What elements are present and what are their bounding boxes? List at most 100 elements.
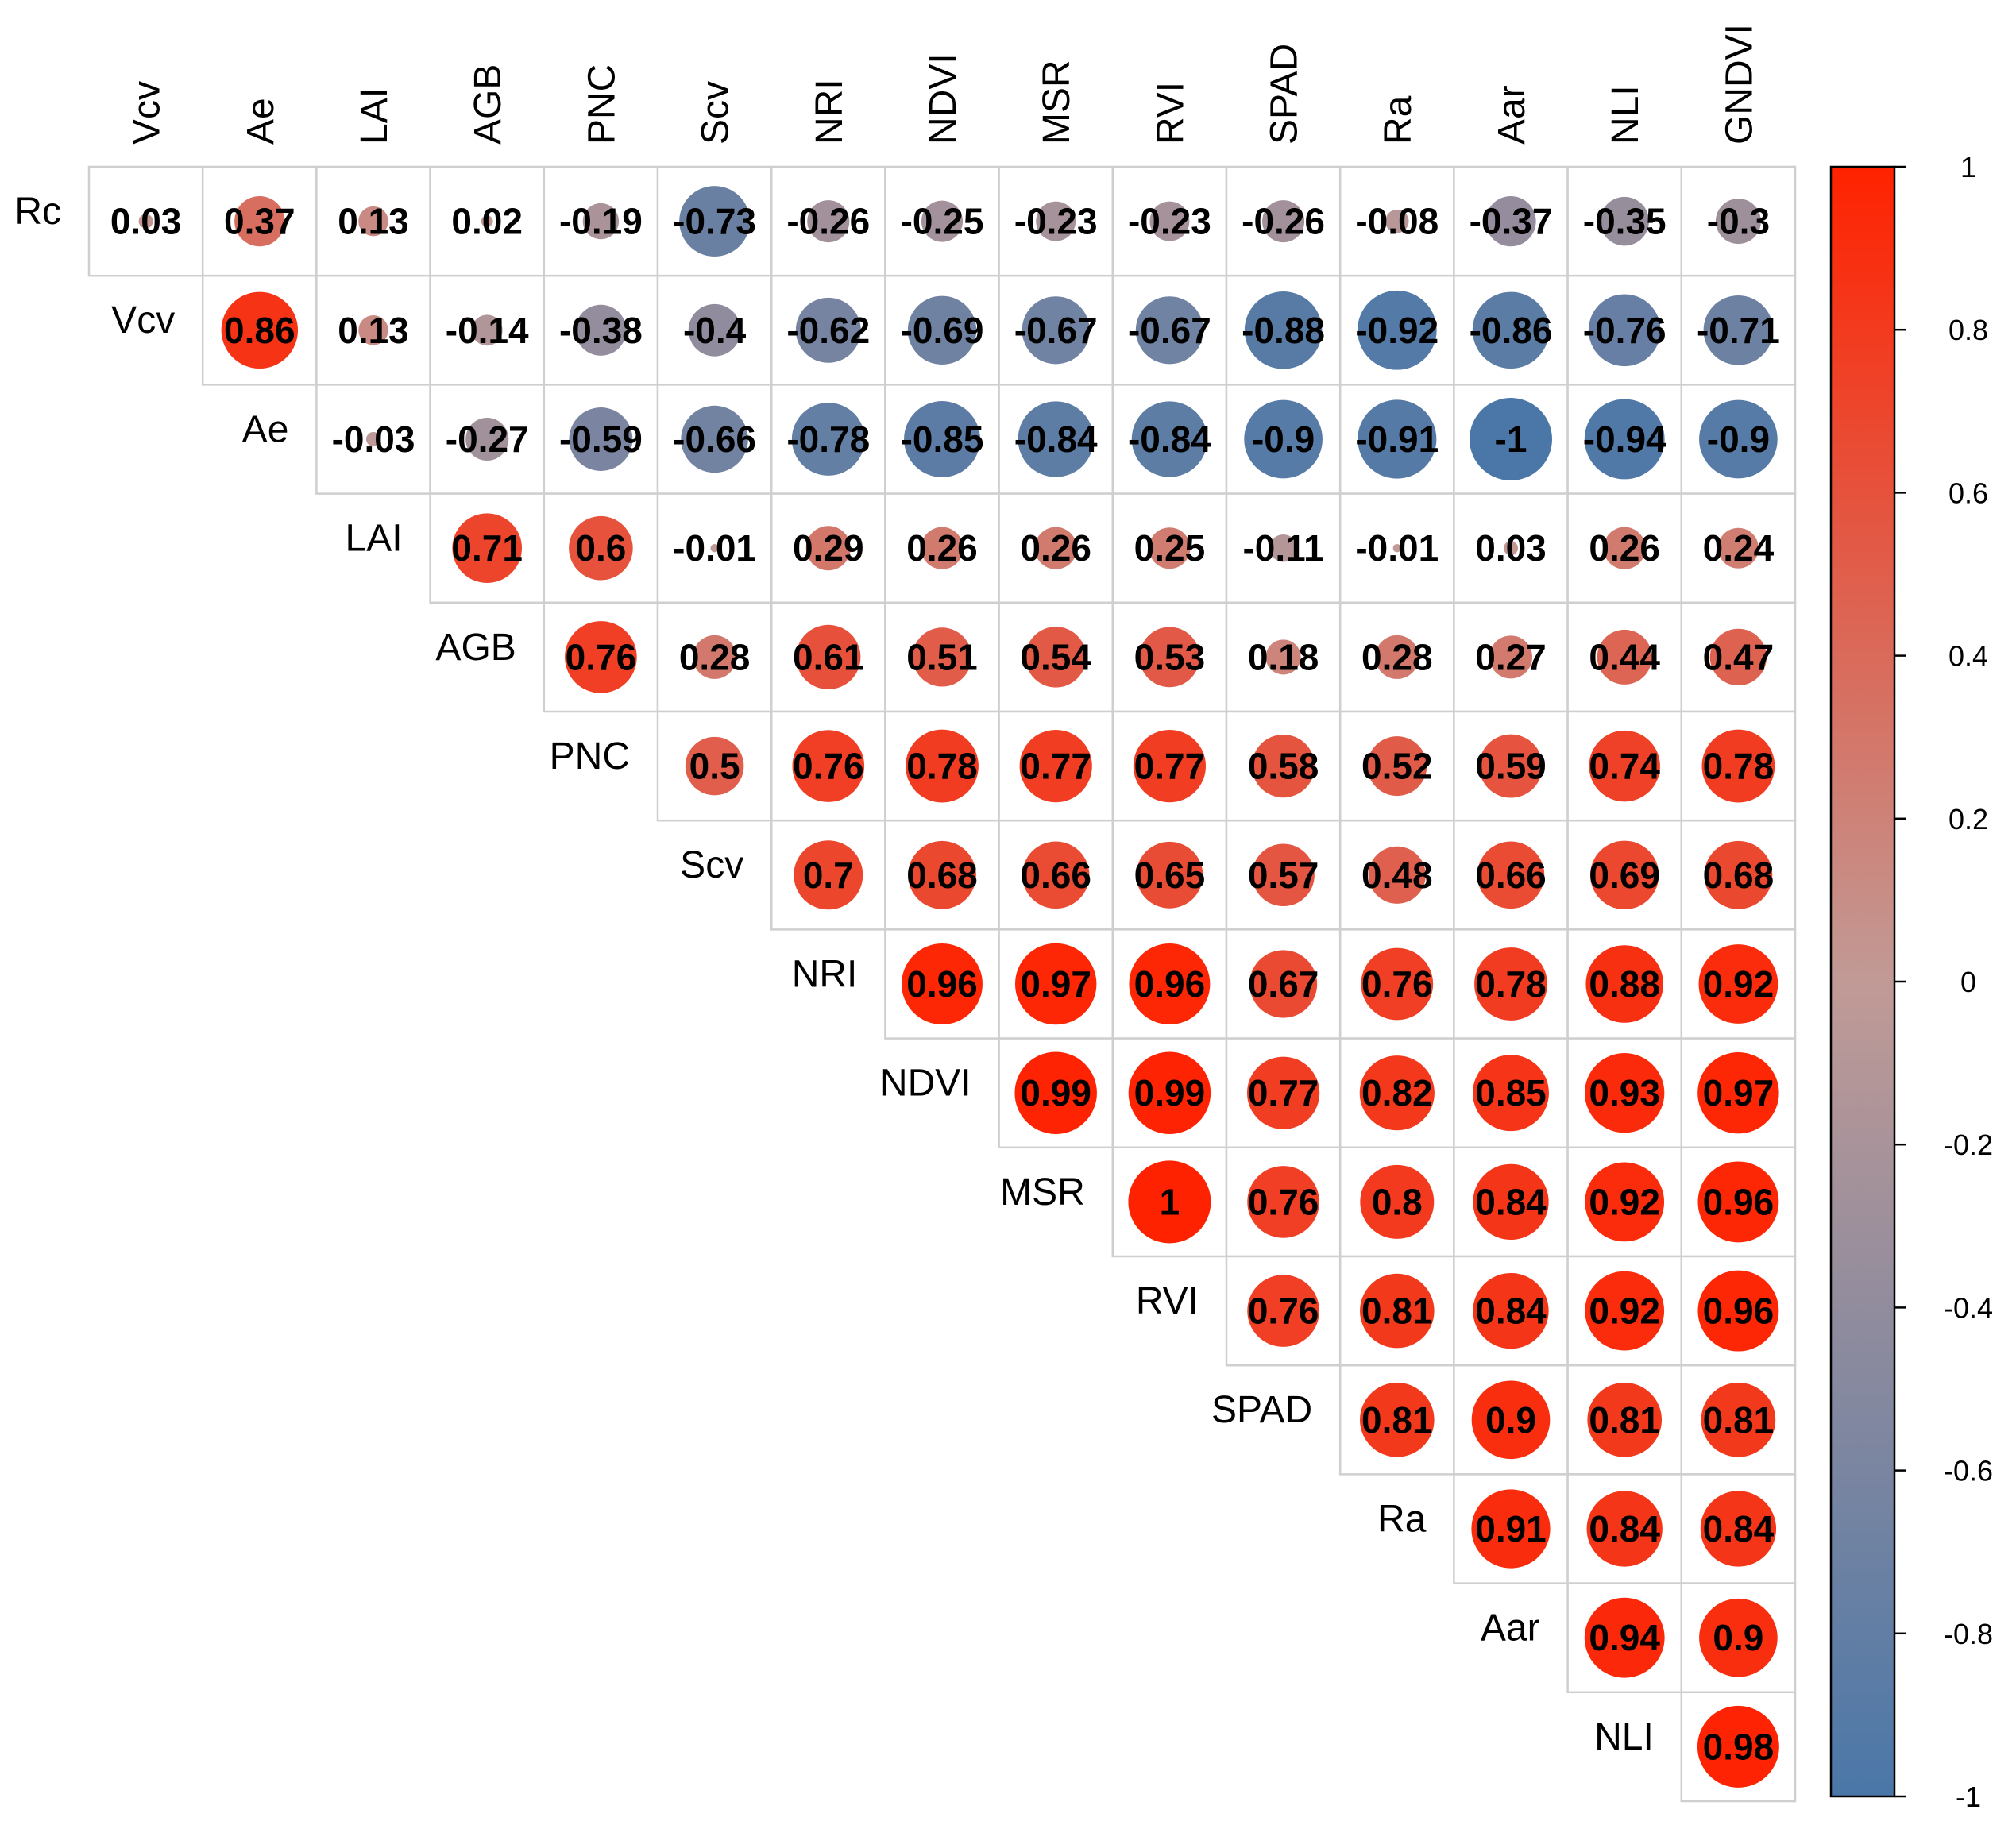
colorbar-tick-label: -0.2 (1944, 1129, 1993, 1161)
cell-scv-msr: 0.66 (998, 819, 1114, 931)
cell-pnc-msr: 0.77 (998, 710, 1114, 822)
cell-scv-nri: 0.7 (770, 819, 886, 931)
cell-lai-ndvi: 0.26 (884, 492, 1000, 604)
cell-agb-rvi: 0.53 (1111, 601, 1228, 713)
cell-nri-nli: 0.88 (1566, 928, 1683, 1040)
correlation-value: -0.86 (1470, 310, 1553, 351)
cell-border (1566, 274, 1683, 386)
correlation-value: 0.76 (1248, 1181, 1319, 1222)
correlation-circle (1588, 294, 1661, 367)
correlation-value: 0.26 (1589, 527, 1660, 569)
correlation-circle (1585, 1053, 1665, 1133)
correlation-circle (1700, 1491, 1777, 1567)
correlation-value: 0.81 (1589, 1399, 1660, 1441)
cell-ae-nri: -0.78 (770, 384, 886, 495)
correlation-value: -0.91 (1355, 419, 1439, 460)
cell-spad-gndvi: 0.81 (1680, 1364, 1797, 1476)
cell-agb-spad: 0.18 (1225, 601, 1342, 713)
correlation-value: -0.92 (1355, 310, 1439, 351)
correlation-value: 0.5 (689, 746, 740, 787)
correlation-value: -0.59 (559, 419, 643, 460)
correlation-value: 0.76 (1248, 1291, 1319, 1332)
cell-rc-gndvi: -0.3 (1680, 165, 1797, 277)
correlation-circle (1358, 399, 1437, 479)
correlation-circle (1589, 730, 1660, 802)
cell-agb-msr: 0.54 (998, 601, 1114, 713)
correlation-circle (1269, 534, 1297, 562)
correlation-circle (1133, 729, 1207, 803)
correlation-value: -0.71 (1697, 310, 1780, 351)
correlation-value: 0.18 (1248, 636, 1319, 677)
correlation-circle (1584, 399, 1665, 480)
correlation-circle (688, 303, 741, 357)
cell-agb-aar: 0.27 (1453, 601, 1569, 713)
correlation-circle (1503, 541, 1519, 556)
correlation-circle (679, 186, 751, 257)
correlation-value: 0.44 (1589, 636, 1660, 677)
correlation-value: 0.78 (906, 746, 978, 787)
correlation-circle (1360, 1383, 1435, 1457)
cell-scv-ra: 0.48 (1338, 819, 1455, 931)
correlation-value: 0.92 (1703, 963, 1775, 1005)
correlation-value: 0.9 (1713, 1617, 1763, 1658)
row-label-aar: Aar (1481, 1607, 1540, 1650)
column-label-ae: Ae (240, 98, 282, 145)
colorbar-tick-label: 0.6 (1948, 477, 1988, 509)
correlation-value: -0.73 (673, 201, 756, 242)
correlation-value: 0.77 (1248, 1072, 1319, 1113)
correlation-circle (681, 405, 748, 473)
correlation-value: 0.26 (1020, 527, 1091, 569)
correlation-circle (796, 624, 861, 690)
correlation-circle (1585, 1162, 1665, 1242)
correlation-value: -0.35 (1583, 201, 1666, 242)
correlation-value: 0.76 (1361, 963, 1433, 1005)
correlation-value: 0.7 (803, 855, 854, 896)
correlation-circle (1244, 291, 1323, 369)
cell-aar-gndvi: 0.9 (1680, 1582, 1797, 1694)
correlation-value: 0.86 (224, 310, 295, 351)
correlation-value: 0.57 (1248, 855, 1319, 896)
cell-msr-ra: 0.8 (1338, 1146, 1455, 1258)
correlation-value: 0.77 (1020, 746, 1091, 787)
cell-vcv-ae: 0.86 (201, 274, 318, 386)
correlation-circle (902, 943, 983, 1024)
column-label-lai: LAI (353, 87, 396, 145)
correlation-value: 0.94 (1589, 1617, 1660, 1658)
colorbar-tick-label: -1 (1956, 1781, 1981, 1813)
correlation-value: -1 (1495, 419, 1527, 460)
row-label-msr: MSR (1000, 1171, 1085, 1214)
correlation-value: 0.84 (1703, 1508, 1775, 1549)
correlation-circle (365, 431, 381, 447)
cell-pnc-scv: 0.5 (656, 710, 773, 822)
correlation-circle (795, 297, 861, 363)
correlation-value: 0.98 (1703, 1726, 1775, 1767)
correlation-value: -0.23 (1014, 201, 1098, 242)
cell-pnc-nli: 0.74 (1566, 710, 1683, 822)
correlation-circle (471, 314, 503, 346)
cell-rc-rvi: -0.23 (1111, 165, 1228, 277)
row-label-pnc: PNC (550, 735, 630, 778)
correlation-circle (1471, 1489, 1551, 1569)
cell-msr-aar: 0.84 (1453, 1146, 1569, 1258)
correlation-circle (1265, 639, 1301, 675)
cell-border (1338, 819, 1455, 931)
cell-rvi-nli: 0.92 (1566, 1255, 1683, 1367)
correlation-circle (575, 304, 627, 356)
cell-ra-aar: 0.91 (1453, 1473, 1569, 1584)
correlation-value: -0.11 (1242, 527, 1323, 569)
correlation-circle (906, 729, 979, 803)
cell-ndvi-gndvi: 0.97 (1680, 1037, 1797, 1149)
correlation-circle (1697, 1051, 1779, 1134)
cell-agb-scv: 0.28 (656, 601, 773, 713)
correlation-value: 0.81 (1703, 1399, 1775, 1441)
correlation-value: 0.25 (1134, 527, 1206, 569)
correlation-circle (1247, 1166, 1319, 1238)
cell-ndvi-nli: 0.93 (1566, 1037, 1683, 1149)
correlation-circle (1715, 199, 1761, 245)
cell-ndvi-ra: 0.82 (1338, 1037, 1455, 1149)
correlation-circle (138, 214, 153, 229)
correlation-circle (1585, 1271, 1665, 1351)
colorbar-tick-label: 0.8 (1948, 314, 1988, 346)
cell-agb-ra: 0.28 (1338, 601, 1455, 713)
